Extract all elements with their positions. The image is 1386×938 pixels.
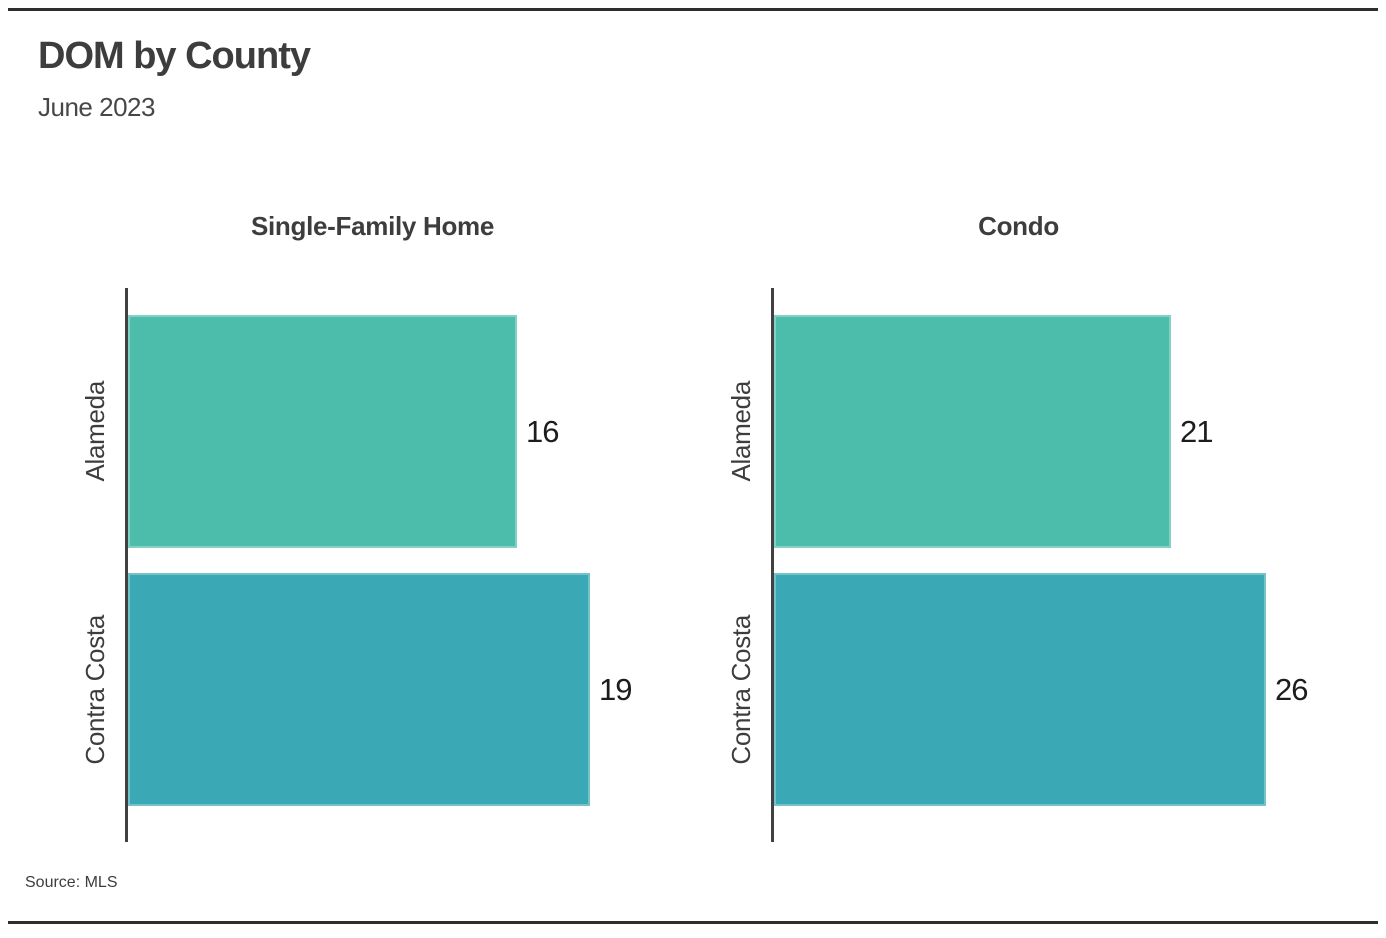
bar — [774, 573, 1266, 806]
bar-row: 21 — [774, 315, 1213, 548]
y-category-label: Alameda — [79, 381, 110, 482]
bar-value-label: 19 — [599, 671, 632, 707]
chart-subtitle: June 2023 — [38, 91, 155, 122]
y-axis-line — [771, 288, 774, 842]
top-rule — [8, 8, 1378, 11]
source-note: Source: MLS — [25, 874, 118, 891]
y-category-label: Contra Costa — [725, 614, 756, 765]
y-axis-line — [125, 288, 128, 842]
panel-condo: Condo Alameda Contra Costa 21 26 — [716, 208, 1321, 842]
bar-value-label: 26 — [1275, 671, 1308, 707]
panel-title-single-family: Single-Family Home — [250, 211, 495, 241]
bottom-rule — [8, 921, 1378, 924]
bar — [128, 573, 590, 806]
bar-value-label: 16 — [526, 413, 559, 449]
bar-row: 16 — [128, 315, 559, 548]
chart-header: DOM by County June 2023 — [38, 35, 311, 123]
bar — [128, 315, 517, 548]
y-category-label: Contra Costa — [79, 614, 110, 765]
plot-area-condo: Alameda Contra Costa 21 26 — [726, 288, 1321, 842]
panel-title-condo: Condo — [978, 211, 1059, 241]
facet-charts: Single-Family Home Alameda Contra Costa … — [70, 208, 1321, 842]
y-category-label: Alameda — [725, 381, 756, 482]
bar-value-label: 21 — [1180, 413, 1213, 449]
chart-title: DOM by County — [38, 35, 311, 77]
bar-row: 19 — [128, 573, 632, 806]
plot-area-single-family: Alameda Contra Costa 16 19 — [80, 288, 675, 842]
panel-single-family: Single-Family Home Alameda Contra Costa … — [70, 208, 675, 842]
bar — [774, 315, 1171, 548]
bar-row: 26 — [774, 573, 1308, 806]
